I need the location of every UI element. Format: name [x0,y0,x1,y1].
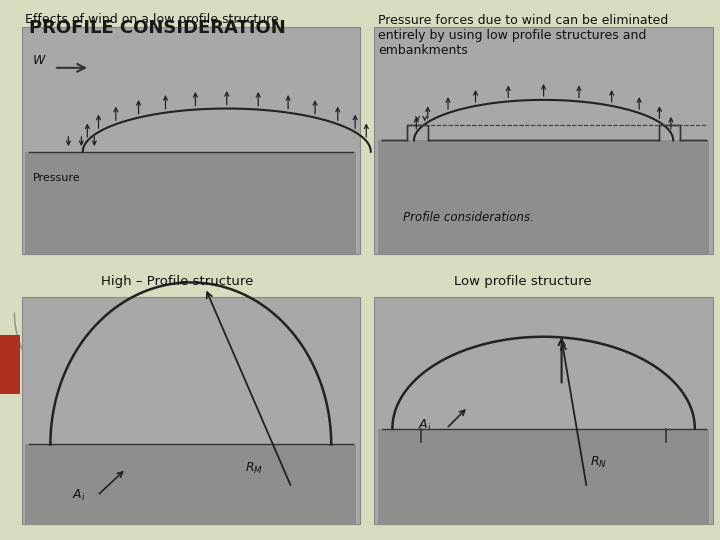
Text: $W$: $W$ [32,53,47,66]
Bar [25,444,356,524]
Text: PROFILE CONSIDERATION: PROFILE CONSIDERATION [29,19,286,37]
Text: Low profile structure: Low profile structure [454,275,591,288]
Bar [374,27,713,254]
Text: High – Profile structure: High – Profile structure [101,275,253,288]
Bar [22,27,360,254]
Text: $R_M$: $R_M$ [245,461,263,476]
Bar [374,297,713,524]
Text: $A_i$: $A_i$ [72,488,86,503]
Text: Profile considerations.: Profile considerations. [403,211,534,224]
Text: $R_N$: $R_N$ [590,455,608,470]
Bar [378,140,709,254]
Bar [22,297,360,524]
Text: Pressure: Pressure [32,173,80,184]
Text: Pressure forces due to wind can be eliminated
entirely by using low profile stru: Pressure forces due to wind can be elimi… [378,14,668,57]
Text: Effects of wind on a low profile structure: Effects of wind on a low profile structu… [25,14,279,26]
Bar [0,335,20,394]
Bar [25,152,356,254]
Bar [378,429,709,524]
Text: $A_i$: $A_i$ [418,417,431,433]
